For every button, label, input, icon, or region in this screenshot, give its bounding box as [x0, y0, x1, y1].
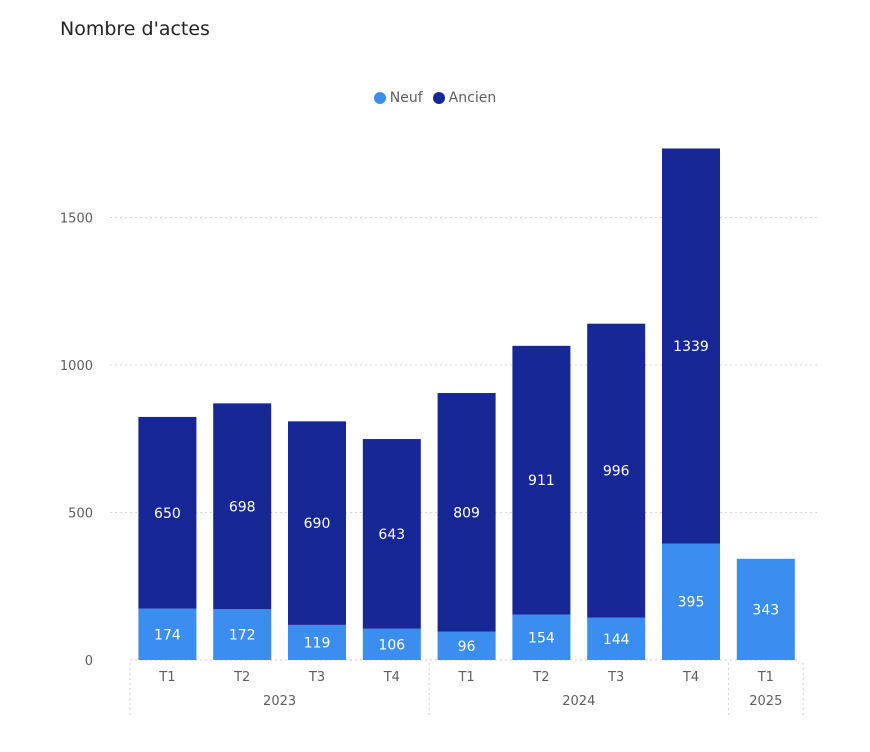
data-label-neuf: 172 [229, 628, 256, 644]
year-label: 2024 [562, 694, 595, 709]
bar-neuf[interactable] [437, 631, 496, 660]
data-label-ancien: 996 [603, 464, 630, 480]
x-tick-label: T4 [682, 670, 699, 685]
bar-ancien[interactable] [587, 323, 646, 618]
x-tick-label: T1 [757, 670, 774, 685]
x-tick-label: T1 [457, 670, 474, 685]
bar-neuf[interactable] [138, 608, 197, 660]
data-label-ancien: 809 [453, 505, 480, 521]
bar-neuf[interactable] [587, 617, 646, 660]
data-label-neuf: 144 [603, 632, 630, 648]
x-tick-label: T2 [532, 670, 549, 685]
y-tick-label: 1000 [60, 359, 93, 374]
chart-title: Nombre d'actes [60, 18, 210, 40]
data-label-neuf: 96 [458, 639, 476, 655]
x-tick-label: T4 [383, 670, 400, 685]
y-tick-label: 0 [85, 654, 93, 669]
data-label-neuf: 174 [154, 627, 181, 643]
year-label: 2023 [263, 694, 296, 709]
bar-ancien[interactable] [662, 148, 720, 544]
data-label-neuf: 154 [528, 630, 555, 646]
data-label-ancien: 911 [528, 473, 555, 489]
data-label-ancien: 643 [378, 527, 405, 543]
bar-neuf[interactable] [736, 558, 795, 660]
y-tick-label: 1500 [60, 212, 93, 227]
data-label-neuf: 395 [678, 595, 705, 611]
data-label-ancien: 690 [304, 516, 331, 532]
bar-ancien[interactable] [512, 345, 571, 615]
bar-neuf[interactable] [288, 624, 346, 660]
bar-ancien[interactable] [362, 439, 421, 629]
x-tick-label: T3 [308, 670, 325, 685]
bar-ancien[interactable] [288, 421, 346, 625]
data-label-neuf: 343 [752, 602, 779, 618]
data-label-neuf: 119 [304, 635, 331, 651]
bar-ancien[interactable] [437, 393, 496, 632]
data-label-ancien: 650 [154, 506, 181, 522]
x-tick-label: T1 [158, 670, 175, 685]
x-tick-label: T3 [607, 670, 624, 685]
data-label-neuf: 106 [378, 637, 405, 653]
bar-neuf[interactable] [213, 609, 272, 660]
legend-item-ancien[interactable]: Ancien [432, 90, 497, 106]
year-label: 2025 [749, 694, 782, 709]
data-label-ancien: 1339 [673, 339, 709, 355]
legend-label-neuf: Neuf [389, 90, 423, 106]
bar-neuf[interactable] [662, 543, 720, 660]
data-label-ancien: 698 [229, 499, 256, 515]
bar-ancien[interactable] [138, 416, 197, 609]
bar-ancien[interactable] [213, 403, 272, 610]
x-tick-label: T2 [233, 670, 250, 685]
y-tick-label: 500 [68, 507, 93, 522]
bar-neuf[interactable] [512, 614, 571, 660]
bar-neuf[interactable] [362, 628, 421, 660]
legend-dot-neuf [373, 92, 386, 104]
legend: Neuf Ancien [0, 90, 870, 106]
legend-label-ancien: Ancien [448, 90, 497, 106]
legend-item-neuf[interactable]: Neuf [373, 90, 423, 106]
legend-dot-ancien [432, 92, 445, 104]
